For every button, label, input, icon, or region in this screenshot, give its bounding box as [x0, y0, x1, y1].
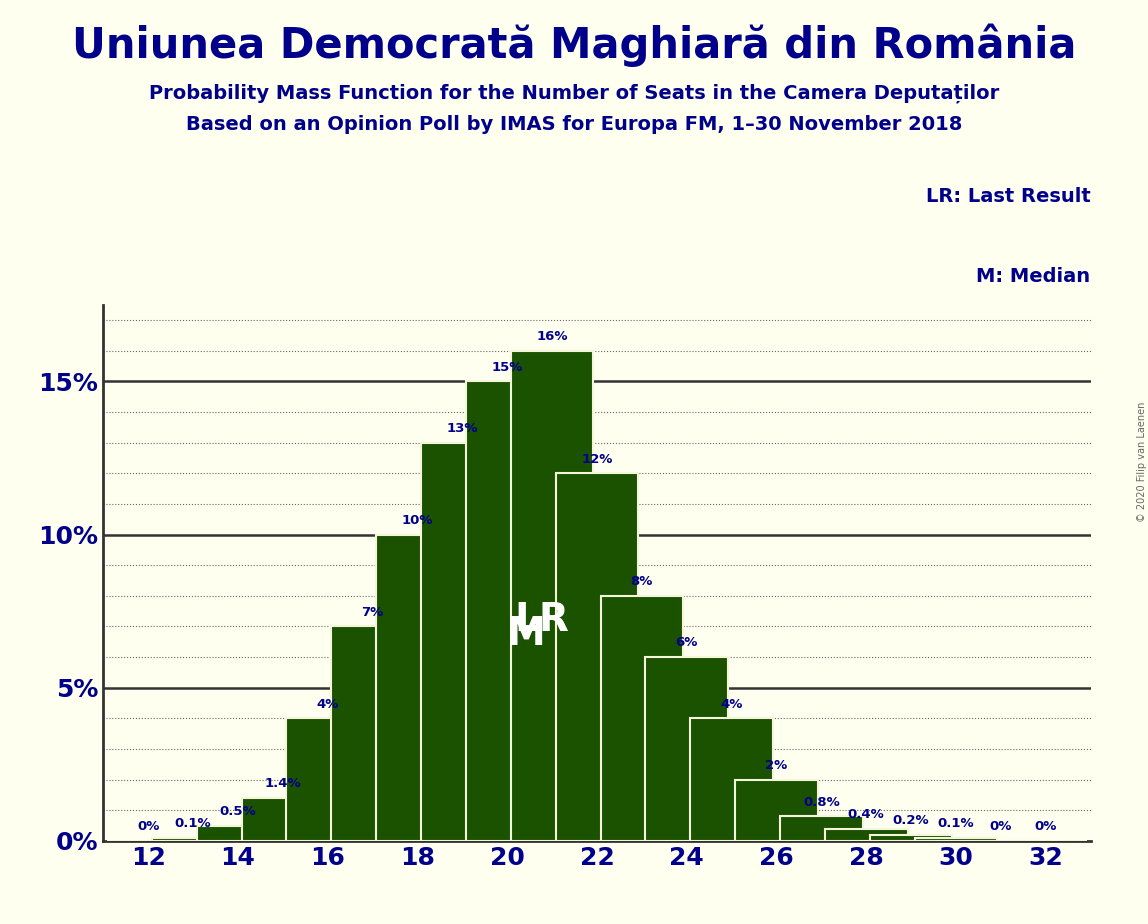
- Text: 15%: 15%: [491, 361, 522, 374]
- Text: 12%: 12%: [581, 453, 613, 466]
- Bar: [735, 780, 817, 841]
- Bar: [421, 443, 504, 841]
- Text: 0.4%: 0.4%: [848, 808, 885, 821]
- Bar: [779, 816, 862, 841]
- Bar: [466, 382, 549, 841]
- Text: 0%: 0%: [1034, 821, 1057, 833]
- Text: LR: Last Result: LR: Last Result: [925, 187, 1091, 206]
- Bar: [645, 657, 728, 841]
- Bar: [196, 825, 279, 841]
- Bar: [241, 798, 324, 841]
- Bar: [825, 829, 908, 841]
- Text: 8%: 8%: [630, 576, 653, 589]
- Text: 2%: 2%: [766, 759, 788, 772]
- Text: 0.5%: 0.5%: [219, 805, 256, 818]
- Bar: [286, 718, 369, 841]
- Bar: [870, 834, 953, 841]
- Text: 13%: 13%: [447, 422, 478, 435]
- Text: 0.8%: 0.8%: [802, 796, 839, 808]
- Text: 1.4%: 1.4%: [264, 777, 301, 790]
- Text: 4%: 4%: [317, 698, 339, 711]
- Text: M: M: [506, 615, 545, 653]
- Text: 0.2%: 0.2%: [893, 814, 930, 827]
- Bar: [152, 838, 234, 841]
- Text: 16%: 16%: [536, 330, 568, 343]
- Bar: [915, 838, 998, 841]
- Text: 0.1%: 0.1%: [938, 817, 975, 830]
- Bar: [556, 473, 638, 841]
- Bar: [377, 535, 459, 841]
- Text: 0%: 0%: [990, 821, 1013, 833]
- Text: Probability Mass Function for the Number of Seats in the Camera Deputaților: Probability Mass Function for the Number…: [149, 83, 999, 103]
- Text: © 2020 Filip van Laenen: © 2020 Filip van Laenen: [1138, 402, 1147, 522]
- Text: Uniunea Democrată Maghiară din România: Uniunea Democrată Maghiară din România: [72, 23, 1076, 67]
- Bar: [690, 718, 773, 841]
- Text: 10%: 10%: [402, 514, 433, 527]
- Text: Based on an Opinion Poll by IMAS for Europa FM, 1–30 November 2018: Based on an Opinion Poll by IMAS for Eur…: [186, 116, 962, 135]
- Text: 4%: 4%: [721, 698, 743, 711]
- Text: M: Median: M: Median: [977, 267, 1091, 286]
- Text: 6%: 6%: [675, 637, 698, 650]
- Bar: [511, 351, 594, 841]
- Text: 0%: 0%: [137, 821, 160, 833]
- Text: LR: LR: [514, 602, 568, 639]
- Text: 7%: 7%: [362, 606, 383, 619]
- Bar: [332, 626, 414, 841]
- Text: 0.1%: 0.1%: [174, 817, 211, 830]
- Bar: [600, 596, 683, 841]
